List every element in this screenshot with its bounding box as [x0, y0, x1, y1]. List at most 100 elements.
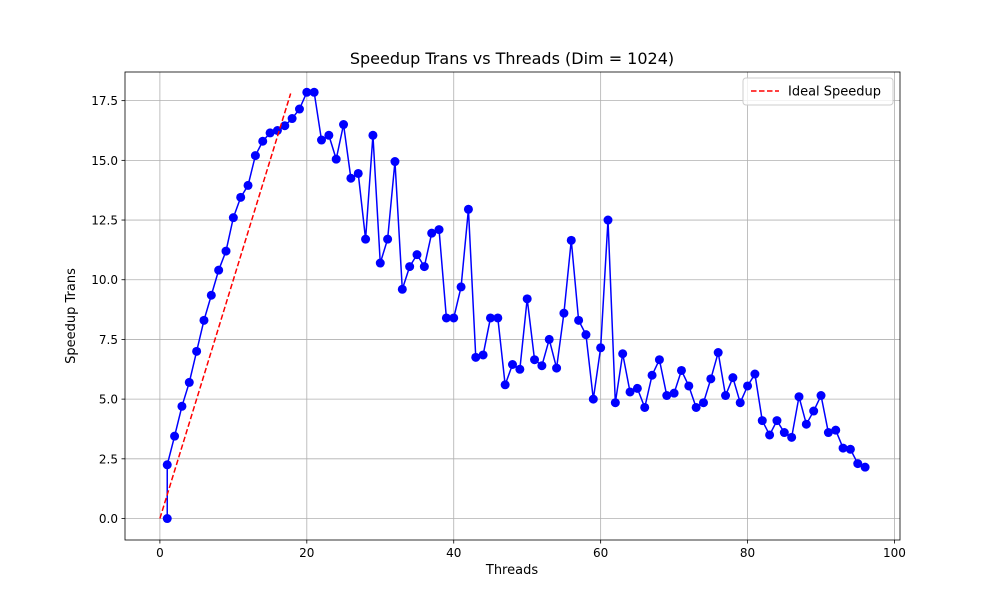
data-point	[566, 235, 576, 245]
data-point	[794, 392, 804, 402]
data-point	[772, 416, 782, 426]
data-point	[610, 398, 620, 408]
data-point	[581, 330, 591, 340]
x-tick-label: 40	[446, 546, 461, 560]
grid-lines	[125, 72, 900, 540]
data-point	[676, 365, 686, 375]
data-point	[831, 425, 841, 435]
data-point	[258, 136, 268, 146]
data-point	[368, 130, 378, 140]
data-point	[706, 374, 716, 384]
data-point	[397, 284, 407, 294]
data-point	[317, 135, 327, 145]
data-point	[640, 402, 650, 412]
y-tick-label: 7.5	[99, 333, 118, 347]
y-tick-label: 0.0	[99, 512, 118, 526]
data-point	[162, 460, 172, 470]
data-point	[662, 391, 672, 401]
data-point	[853, 459, 863, 469]
data-point	[206, 290, 216, 300]
data-point	[537, 361, 547, 371]
data-point	[765, 430, 775, 440]
data-point	[375, 258, 385, 268]
data-point	[228, 213, 238, 223]
data-point	[544, 334, 554, 344]
data-point	[405, 262, 415, 272]
data-point	[816, 391, 826, 401]
y-tick-label: 17.5	[91, 94, 118, 108]
ideal-speedup-line	[159, 93, 292, 519]
data-point	[456, 282, 466, 292]
data-point	[184, 377, 194, 387]
data-point	[170, 431, 180, 441]
data-point	[294, 104, 304, 114]
data-point	[331, 154, 341, 164]
series-layer	[159, 87, 870, 524]
data-point	[603, 215, 613, 225]
x-tick-label: 0	[156, 546, 164, 560]
chart-title: Speedup Trans vs Threads (Dim = 1024)	[350, 49, 674, 68]
data-point	[515, 364, 525, 374]
data-point	[801, 419, 811, 429]
data-point	[390, 157, 400, 167]
data-point	[383, 234, 393, 244]
x-axis-label: Threads	[485, 563, 538, 578]
data-point	[463, 204, 473, 214]
data-point	[265, 128, 275, 138]
data-point	[721, 391, 731, 401]
y-tick-label: 15.0	[91, 154, 118, 168]
data-point	[698, 398, 708, 408]
data-point	[427, 228, 437, 238]
data-point	[324, 130, 334, 140]
data-point	[199, 315, 209, 325]
data-point	[434, 225, 444, 235]
data-point	[596, 343, 606, 353]
data-point	[162, 514, 172, 524]
data-point	[493, 313, 503, 323]
data-point	[735, 398, 745, 408]
data-point	[236, 192, 246, 202]
data-point	[654, 355, 664, 365]
data-point	[757, 416, 767, 426]
data-point	[412, 250, 422, 260]
data-point	[530, 355, 540, 365]
data-point	[559, 308, 569, 318]
data-point	[243, 180, 253, 190]
data-point	[574, 315, 584, 325]
data-point	[743, 381, 753, 391]
y-tick-label: 5.0	[99, 393, 118, 407]
plot-frame	[124, 71, 901, 541]
y-tick-label: 10.0	[91, 273, 118, 287]
data-point	[779, 428, 789, 438]
data-point	[522, 294, 532, 304]
data-point	[471, 352, 481, 362]
data-point	[280, 121, 290, 131]
data-point	[309, 87, 319, 97]
data-point	[250, 151, 260, 161]
data-point	[221, 246, 231, 256]
x-tick-label: 20	[299, 546, 314, 560]
data-point	[361, 234, 371, 244]
data-point	[552, 363, 562, 373]
data-point	[192, 346, 202, 356]
data-point	[353, 168, 363, 178]
data-point	[441, 313, 451, 323]
data-point	[632, 383, 642, 393]
data-point	[618, 349, 628, 359]
y-tick-label: 2.5	[99, 452, 118, 466]
data-point	[214, 265, 224, 275]
legend: Ideal Speedup	[742, 77, 894, 106]
data-point	[860, 462, 870, 472]
axis-ticks: 0 20 40 60 80 100 0.0 2.5 5.0 7.5 10.0 12.5 15.0 17.5	[91, 94, 906, 560]
data-point	[845, 444, 855, 454]
data-point	[647, 370, 657, 380]
legend-box	[742, 77, 894, 106]
y-tick-label: 12.5	[91, 214, 118, 228]
data-point	[449, 313, 459, 323]
data-point	[419, 262, 429, 272]
data-point	[478, 350, 488, 360]
y-axis-label: Speedup Trans	[64, 268, 79, 364]
data-point	[691, 402, 701, 412]
data-point	[485, 313, 495, 323]
